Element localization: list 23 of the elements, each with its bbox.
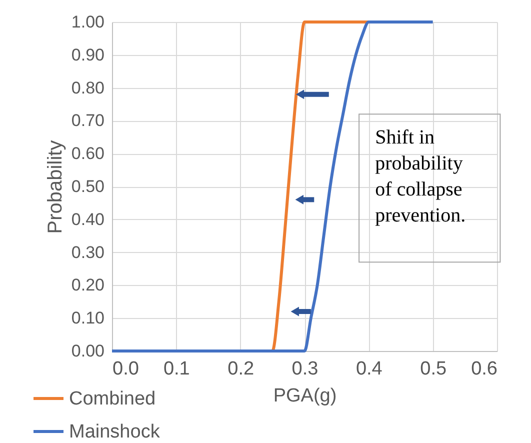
x-tick-label: 0.2 [228,358,254,380]
y-tick-label: 0.90 [71,45,104,64]
legend-label: Combined [69,388,156,410]
y-tick-label: 0.80 [71,78,104,98]
y-tick-label: 0.30 [71,242,104,262]
y-tick-label: 1.00 [71,12,104,32]
y-tick-label: 0.40 [71,210,104,229]
legend-label: Mainshock [69,422,160,442]
y-tick-label: 0.20 [71,276,104,295]
y-tick-label: 0.10 [71,308,104,328]
x-axis-title: PGA(g) [273,386,337,406]
x-tick-label: 0.6 [471,358,498,380]
y-axis-title: Probability [44,140,66,234]
y-tick-label: 0.70 [71,111,104,130]
x-tick-label: 0.4 [356,358,383,380]
annotation: Shift in probability of collapse prevention. [375,126,466,226]
y-tick-label: 0.60 [71,144,104,164]
x-tick-label: 0.0 [112,358,139,380]
x-tick-label: 0.1 [163,358,190,380]
y-tick-label: 0.50 [71,177,104,196]
x-tick-label: 0.5 [420,358,447,380]
x-tick-label: 0.3 [292,358,318,380]
y-tick-label: 0.00 [71,342,104,360]
